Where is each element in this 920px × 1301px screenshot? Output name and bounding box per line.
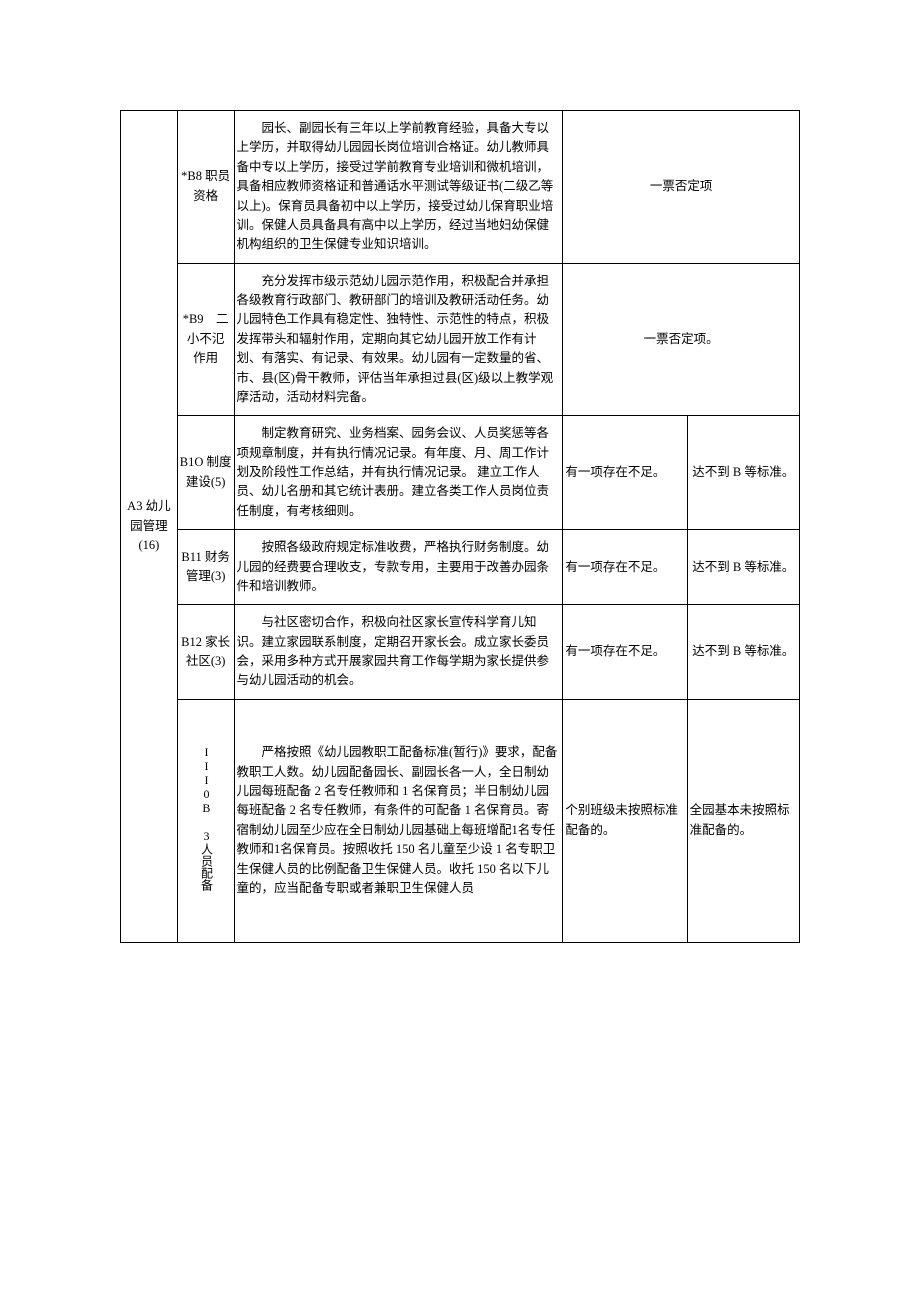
b8-veto: 一票否定项 — [563, 111, 800, 264]
evaluation-table: A3 幼儿园管理(16) *B8 职员资格 园长、副园长有三年以上学前教育经验，… — [120, 110, 800, 943]
b11-c1: 有一项存在不足。 — [563, 530, 687, 605]
b11-c2: 达不到 B 等标准。 — [687, 530, 799, 605]
b12-c1: 有一项存在不足。 — [563, 605, 687, 700]
table-row: *B9 二小不氾 作用 充分发挥市级示范幼儿园示范作用，积极配合并承担各级教育行… — [121, 263, 800, 416]
b10-c1: 有一项存在不足。 — [563, 416, 687, 530]
b11-label: B11 财务管理(3) — [177, 530, 234, 605]
col-a-label: A3 幼儿园管理(16) — [127, 499, 170, 552]
b10-label: B1O 制度建设(5) — [177, 416, 234, 530]
b13-desc: 严格按照《幼儿园教职工配备标准(暂行)》要求，配备教职工人数。幼儿园配备园长、副… — [234, 699, 563, 942]
b10-desc: 制定教育研究、业务档案、园务会议、人员奖惩等各项规章制度，并有执行情况记录。有年… — [234, 416, 563, 530]
b12-c2: 达不到 B 等标准。 — [687, 605, 799, 700]
category-a3: A3 幼儿园管理(16) — [121, 111, 178, 943]
b13-label-cell: III0B 3人员配备 — [177, 699, 234, 942]
b10-c2: 达不到 B 等标准。 — [687, 416, 799, 530]
b13-c2: 全园基本未按照标准配备的。 — [687, 699, 799, 942]
b9-veto: 一票否定项。 — [563, 263, 800, 416]
b13-label: III0B 3人员配备 — [198, 745, 214, 891]
b9-label: *B9 二小不氾 作用 — [177, 263, 234, 416]
b12-desc: 与社区密切合作，积极向社区家长宣传科学育儿知识。建立家园联系制度，定期召开家长会… — [234, 605, 563, 700]
table-row: B11 财务管理(3) 按照各级政府规定标准收费，严格执行财务制度。幼儿园的经费… — [121, 530, 800, 605]
b13-c1: 个别班级未按照标准配备的。 — [563, 699, 687, 942]
table-row: B12 家长社区(3) 与社区密切合作，积极向社区家长宣传科学育儿知识。建立家园… — [121, 605, 800, 700]
b11-desc: 按照各级政府规定标准收费，严格执行财务制度。幼儿园的经费要合理收支，专款专用，主… — [234, 530, 563, 605]
b8-desc: 园长、副园长有三年以上学前教育经验，具备大专以上学历，并取得幼儿园园长岗位培训合… — [234, 111, 563, 264]
table-row: A3 幼儿园管理(16) *B8 职员资格 园长、副园长有三年以上学前教育经验，… — [121, 111, 800, 264]
b8-label: *B8 职员资格 — [177, 111, 234, 264]
b9-desc: 充分发挥市级示范幼儿园示范作用，积极配合并承担各级教育行政部门、教研部门的培训及… — [234, 263, 563, 416]
table-row: III0B 3人员配备 严格按照《幼儿园教职工配备标准(暂行)》要求，配备教职工… — [121, 699, 800, 942]
b12-label: B12 家长社区(3) — [177, 605, 234, 700]
table-row: B1O 制度建设(5) 制定教育研究、业务档案、园务会议、人员奖惩等各项规章制度… — [121, 416, 800, 530]
